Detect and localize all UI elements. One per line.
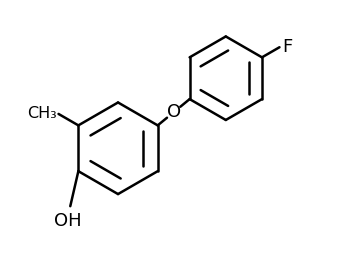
Text: CH₃: CH₃: [27, 106, 57, 122]
Text: F: F: [282, 38, 292, 56]
Text: O: O: [167, 103, 181, 121]
Text: OH: OH: [54, 211, 81, 230]
